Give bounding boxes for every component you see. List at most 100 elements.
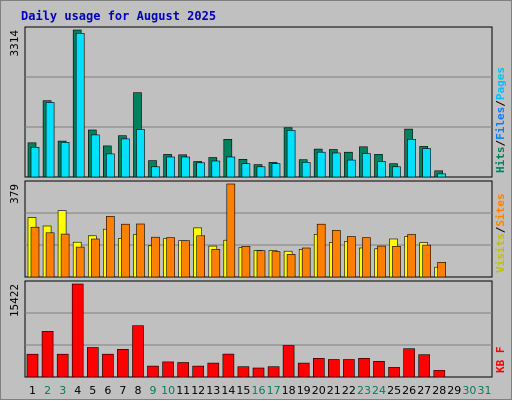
bar-kb-f-day-6 — [102, 353, 114, 378]
bar-files-day-15 — [241, 163, 251, 178]
day-label-19: 19 — [297, 384, 311, 397]
bar-files-day-7 — [121, 138, 130, 178]
bar-sites-day-15 — [241, 246, 251, 278]
day-label-7: 7 — [119, 384, 126, 397]
bar-kb-f-day-19 — [297, 362, 310, 378]
day-label-21: 21 — [327, 384, 341, 397]
bar-sites-day-20 — [316, 223, 326, 278]
bar-kb-f-day-9 — [147, 365, 159, 378]
bar-kb-f-day-27 — [418, 354, 431, 378]
bar-kb-f-day-26 — [403, 348, 415, 378]
bar-files-day-21 — [331, 152, 341, 178]
bar-files-day-6 — [106, 153, 115, 178]
y-max-label-kbytes: 15422 — [8, 284, 21, 317]
bar-sites-day-7 — [121, 223, 130, 278]
day-label-11: 11 — [176, 384, 190, 397]
bar-files-day-1 — [30, 147, 40, 178]
bar-files-day-4 — [75, 32, 85, 178]
bar-files-day-28 — [437, 173, 447, 178]
bar-sites-day-3 — [60, 233, 70, 278]
bar-files-day-12 — [196, 162, 205, 178]
day-label-15: 15 — [236, 384, 250, 397]
bar-files-day-27 — [422, 148, 432, 178]
legend-segment: Visits — [494, 233, 507, 273]
bar-sites-day-5 — [91, 238, 100, 278]
bar-files-day-19 — [301, 162, 311, 178]
day-label-4: 4 — [74, 384, 81, 397]
bar-sites-day-6 — [106, 216, 115, 278]
legend-segment: / — [494, 140, 507, 147]
bar-sites-day-4 — [75, 246, 85, 278]
chart-title: Daily usage for August 2025 — [21, 9, 217, 23]
day-label-24: 24 — [372, 384, 386, 397]
legend-hits_files: Hits/Files/Pages — [494, 67, 507, 173]
day-label-23: 23 — [357, 384, 371, 397]
day-label-30: 30 — [462, 384, 476, 397]
bar-files-day-5 — [91, 134, 100, 178]
bar-kb-f-day-23 — [358, 357, 370, 378]
bar-kb-f-day-17 — [267, 366, 280, 378]
day-label-26: 26 — [402, 384, 416, 397]
day-label-9: 9 — [150, 384, 157, 397]
bar-files-day-18 — [286, 130, 296, 178]
day-label-28: 28 — [432, 384, 446, 397]
bar-sites-day-8 — [136, 223, 145, 278]
day-label-25: 25 — [387, 384, 401, 397]
day-label-22: 22 — [342, 384, 356, 397]
bar-files-day-23 — [362, 153, 371, 178]
bar-kb-f-day-11 — [177, 362, 189, 378]
bar-sites-day-21 — [331, 230, 341, 278]
bar-kb-f-day-22 — [343, 359, 355, 378]
legend-segment: Sites — [494, 194, 507, 227]
bar-sites-day-17 — [271, 251, 281, 278]
day-label-8: 8 — [135, 384, 142, 397]
bar-sites-day-1 — [30, 226, 40, 278]
day-label-12: 12 — [191, 384, 205, 397]
legend-kbytes: KB F — [494, 347, 507, 374]
bar-sites-day-13 — [211, 249, 221, 278]
bar-files-day-8 — [136, 129, 145, 178]
y-max-label-hits_files: 3314 — [8, 30, 21, 57]
bar-sites-day-10 — [166, 237, 175, 278]
legend-segment: Pages — [494, 67, 507, 100]
day-label-27: 27 — [417, 384, 431, 397]
day-label-1: 1 — [29, 384, 36, 397]
legend-visits_sites: Visits/Sites — [494, 194, 507, 274]
bar-sites-day-23 — [362, 237, 371, 278]
legend-segment: KB F — [494, 347, 507, 374]
bar-files-day-13 — [211, 160, 221, 178]
legend-segment: / — [494, 100, 507, 107]
bar-kb-f-day-5 — [87, 347, 99, 378]
bar-files-day-16 — [256, 166, 266, 178]
bar-kb-f-day-1 — [26, 353, 39, 378]
bar-kb-f-day-18 — [282, 345, 295, 378]
bar-kb-f-day-25 — [388, 367, 400, 378]
legend-segment: Hits — [494, 147, 507, 174]
bar-sites-day-14 — [226, 183, 236, 278]
y-max-label-visits_sites: 379 — [8, 184, 21, 204]
day-label-13: 13 — [206, 384, 220, 397]
bar-sites-day-24 — [377, 245, 386, 278]
bar-sites-day-26 — [407, 234, 416, 278]
legend-segment: / — [494, 226, 507, 233]
bar-sites-day-18 — [286, 254, 296, 278]
bar-sites-day-11 — [181, 240, 190, 278]
bar-files-day-11 — [181, 156, 190, 178]
bar-kb-f-day-24 — [373, 360, 385, 378]
day-label-16: 16 — [252, 384, 266, 397]
bar-kb-f-day-16 — [252, 367, 265, 378]
bar-sites-day-12 — [196, 235, 205, 278]
bar-files-day-22 — [347, 159, 356, 178]
day-label-18: 18 — [282, 384, 296, 397]
day-label-29: 29 — [447, 384, 461, 397]
bar-kb-f-day-10 — [162, 361, 174, 378]
bar-sites-day-27 — [422, 244, 432, 278]
bar-kb-f-day-20 — [312, 357, 325, 378]
bar-sites-day-25 — [392, 246, 401, 278]
bar-kb-f-day-2 — [41, 330, 54, 378]
day-label-2: 2 — [44, 384, 51, 397]
bar-kb-f-day-3 — [56, 353, 69, 378]
day-label-6: 6 — [104, 384, 111, 397]
